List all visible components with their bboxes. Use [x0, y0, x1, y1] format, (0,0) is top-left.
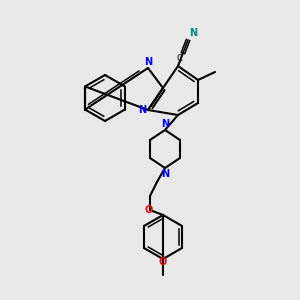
Text: N: N [161, 119, 169, 129]
Text: O: O [159, 257, 167, 267]
Text: N: N [189, 28, 197, 38]
Text: C: C [176, 54, 182, 63]
Text: N: N [161, 169, 169, 179]
Text: N: N [138, 105, 146, 115]
Text: N: N [144, 57, 152, 67]
Text: O: O [145, 205, 153, 215]
